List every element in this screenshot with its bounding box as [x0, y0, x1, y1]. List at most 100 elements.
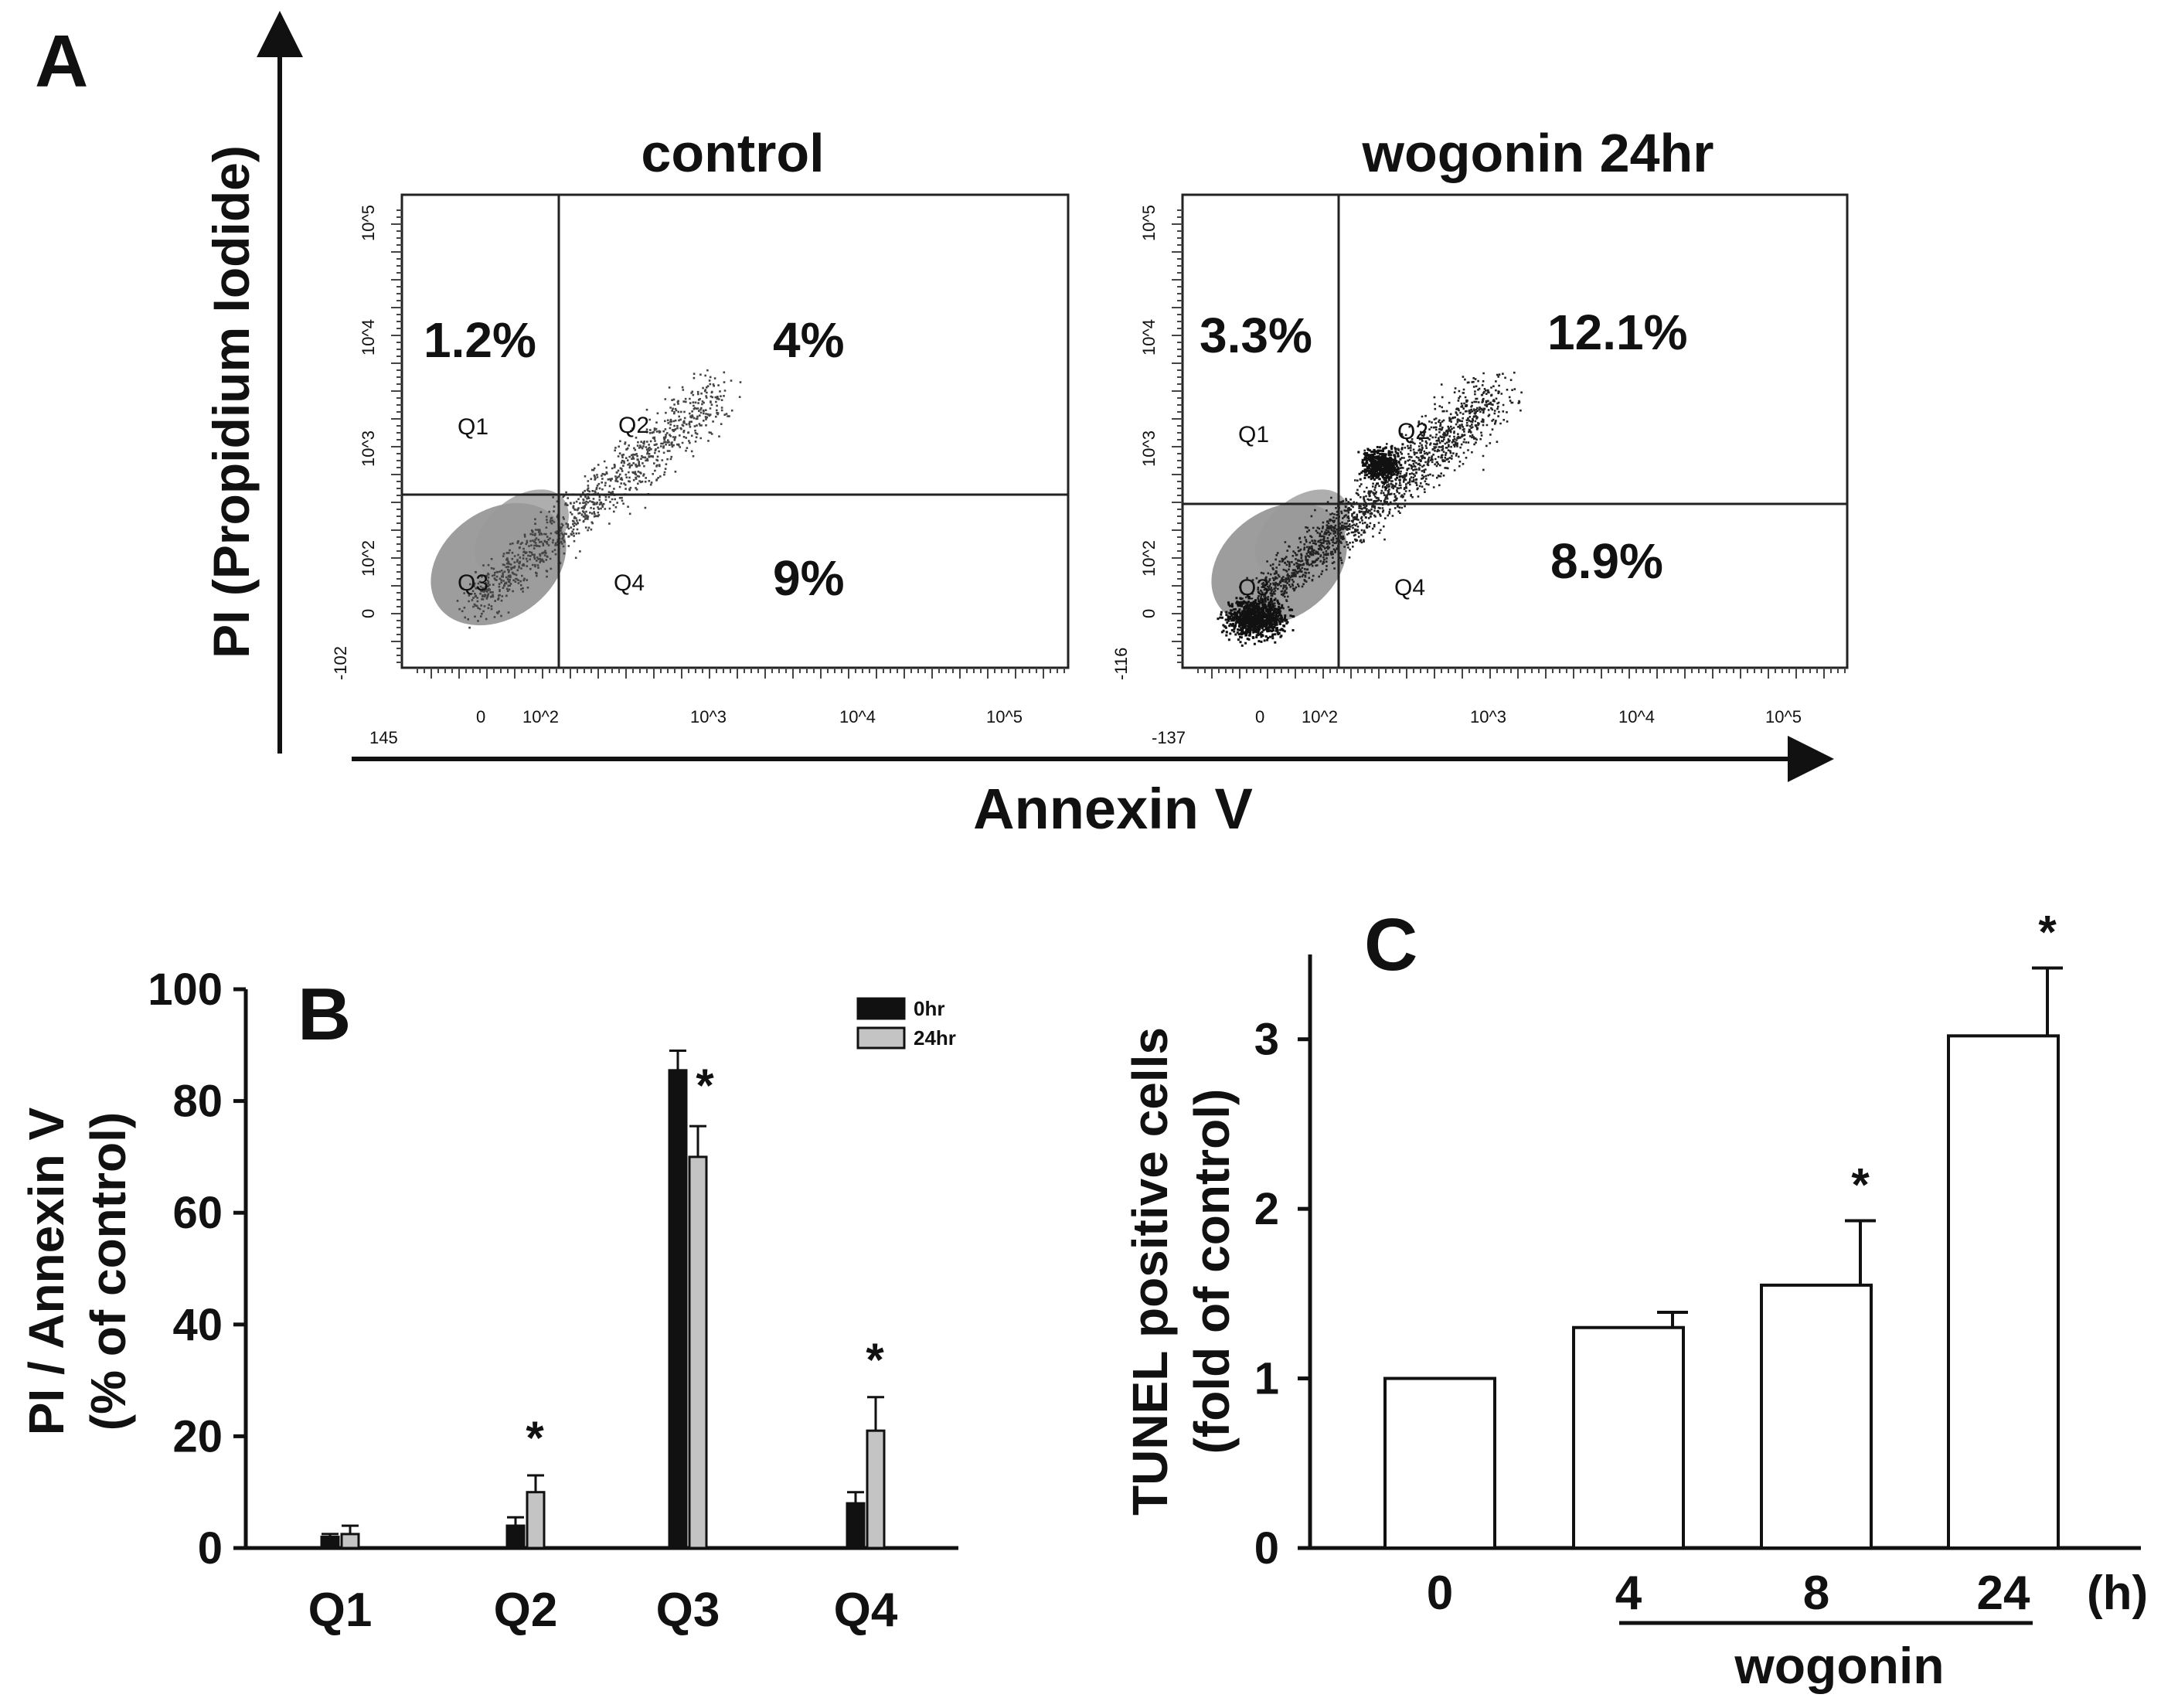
chart-c-bar	[1383, 1376, 1496, 1550]
x-tick-wogonin-1e4: 10^4	[1618, 707, 1655, 726]
chart-c-category-label: 0	[1427, 1567, 1453, 1620]
chart-c-bar	[1947, 1034, 2060, 1550]
chart-c-category-label: 24	[1977, 1567, 2030, 1620]
panel-c: C TUNEL positive cells (fold of control)…	[1122, 903, 2148, 1694]
x-tick-wogonin-min: -137	[1152, 728, 1186, 747]
chart-c-y-tick-label: 2	[1254, 1184, 1279, 1234]
flow-plot-control: control 1.2% 4% 9% Q1 Q2 Q3 Q4 10^5 10^4…	[331, 123, 1070, 747]
event-dots	[1239, 371, 1523, 629]
chart-b-bar-24hr	[688, 1155, 708, 1550]
chart-b-bar-0hr	[320, 1536, 340, 1550]
chart-b-plot: 0 20 40 60 80 100 Q1 Q2 * Q3 * Q4 * 0hr 24hr	[148, 965, 958, 1637]
chart-b-bar-0hr	[668, 1069, 688, 1550]
chart-b-y-tick-label: 80	[172, 1077, 223, 1127]
flow-axis-ticks-control	[391, 209, 1065, 679]
y-tick-wogonin-1e3: 10^3	[1139, 430, 1159, 467]
quadrant-name-q4: Q4	[614, 570, 645, 596]
x-tick-control-min: 145	[369, 728, 398, 747]
chart-c-bar	[1760, 1283, 1873, 1550]
chart-b-y-tick-label: 60	[172, 1188, 223, 1238]
chart-c-significance-star: *	[2038, 907, 2057, 958]
x-tick-wogonin-0: 0	[1255, 707, 1264, 726]
pi-axis-label: PI (Propidium Iodide)	[202, 145, 260, 658]
y-tick-wogonin-1e2: 10^2	[1139, 540, 1159, 577]
chart-b-significance-star: *	[696, 1060, 714, 1111]
chart-b-ylabel-line2: (% of control)	[80, 1112, 136, 1431]
x-tick-wogonin-1e2: 10^2	[1302, 707, 1338, 726]
q4-percent-control: 9%	[773, 550, 845, 606]
chart-b-significance-star: *	[866, 1334, 884, 1386]
quadrant-name-q2: Q2	[618, 413, 649, 438]
quadrant-name-q3: Q3	[1238, 575, 1269, 601]
y-tick-wogonin-1e4: 10^4	[1139, 319, 1159, 356]
chart-b-y-tick-label: 20	[172, 1411, 223, 1461]
chart-c-ylabel-line2: (fold of control)	[1184, 1089, 1240, 1455]
chart-b-category-label: Q4	[834, 1584, 898, 1637]
chart-b-category-label: Q3	[656, 1584, 720, 1637]
chart-b-y-tick-label: 40	[172, 1300, 223, 1350]
x-tick-control-1e2: 10^2	[522, 707, 559, 726]
chart-b-category-label: Q1	[308, 1584, 373, 1637]
flow-plot-title-control: control	[641, 123, 824, 183]
quadrant-name-q4: Q4	[1394, 575, 1425, 601]
chart-b-legend-swatch	[856, 997, 906, 1020]
flow-plot-title-wogonin: wogonin 24hr	[1362, 123, 1714, 183]
y-tick-control-1e2: 10^2	[359, 540, 378, 577]
x-tick-wogonin-1e5: 10^5	[1765, 707, 1802, 726]
chart-b-bar-24hr	[340, 1533, 360, 1550]
q2-percent-wogonin: 12.1%	[1547, 305, 1687, 360]
annexin-axis-label: Annexin V	[973, 777, 1253, 841]
tick-rug	[391, 209, 1065, 679]
event-dots	[456, 369, 742, 629]
x-tick-control-1e4: 10^4	[839, 707, 876, 726]
chart-c-significance-star: *	[1851, 1159, 1870, 1211]
chart-c-y-tick-label: 0	[1254, 1523, 1279, 1574]
panel-b: B PI / Annexin V (% of control) 0 20 40 60 8…	[19, 965, 958, 1637]
y-tick-wogonin-1e5: 10^5	[1139, 205, 1159, 241]
chart-c-y-tick-label: 3	[1254, 1015, 1279, 1065]
flow-plot-wogonin: wogonin 24hr 3.3% 12.1% 8.9% Q1 Q2 Q3 Q4…	[1111, 123, 1849, 747]
wogonin-group-label: wogonin	[1734, 1637, 1944, 1694]
panel-letter-a: A	[35, 20, 88, 103]
chart-b-legend-swatch	[856, 1026, 906, 1050]
y-tick-control-1e4: 10^4	[359, 319, 378, 356]
chart-b-significance-star: *	[526, 1412, 544, 1464]
y-tick-wogonin-0: 0	[1139, 609, 1159, 618]
panel-a: A PI (Propidium Iodide) Annexin V contro…	[35, 11, 1849, 841]
chart-c-bar	[1572, 1325, 1685, 1550]
chart-b-legend-label: 24hr	[914, 1026, 956, 1050]
chart-c-ylabel-line1: TUNEL positive cells	[1122, 1027, 1178, 1516]
chart-c-plot: 0 1 2 3 0 4 8 * 24 *	[1254, 907, 2141, 1620]
q1-percent-wogonin: 3.3%	[1200, 308, 1312, 363]
chart-b-y-tick-label: 100	[148, 965, 223, 1015]
y-tick-control-1e3: 10^3	[359, 430, 378, 467]
flow-axis-ticks-wogonin	[1172, 209, 1846, 679]
chart-c-x-unit: (h)	[2087, 1567, 2148, 1620]
quadrant-name-q1: Q1	[458, 414, 488, 440]
chart-b-bar-0hr	[846, 1502, 866, 1550]
x-tick-control-1e5: 10^5	[986, 707, 1023, 726]
y-tick-control-min: -102	[331, 646, 350, 680]
chart-b-category-label: Q2	[494, 1584, 558, 1637]
y-tick-control-1e5: 10^5	[359, 205, 378, 241]
y-tick-control-0: 0	[359, 609, 378, 618]
chart-b-bar-0hr	[505, 1524, 526, 1550]
q1-percent-control: 1.2%	[424, 312, 536, 368]
tick-rug	[1172, 209, 1846, 679]
quadrant-name-q1: Q1	[1238, 422, 1269, 447]
x-tick-control-1e3: 10^3	[690, 707, 727, 726]
chart-c-category-label: 4	[1615, 1567, 1642, 1620]
quadrant-name-q3: Q3	[458, 570, 488, 596]
panel-letter-b: B	[298, 973, 351, 1056]
chart-b-bar-24hr	[526, 1491, 546, 1550]
quadrant-name-q2: Q2	[1397, 419, 1428, 444]
flow-plot-frame	[400, 193, 1070, 669]
chart-b-legend-label: 0hr	[914, 997, 944, 1020]
panel-letter-c: C	[1364, 903, 1417, 986]
chart-c-category-label: 8	[1803, 1567, 1829, 1620]
event-dots-dense	[1217, 443, 1404, 647]
chart-b-ylabel-line1: PI / Annexin V	[19, 1107, 74, 1436]
q2-percent-control: 4%	[773, 312, 845, 368]
x-tick-control-0: 0	[476, 707, 485, 726]
